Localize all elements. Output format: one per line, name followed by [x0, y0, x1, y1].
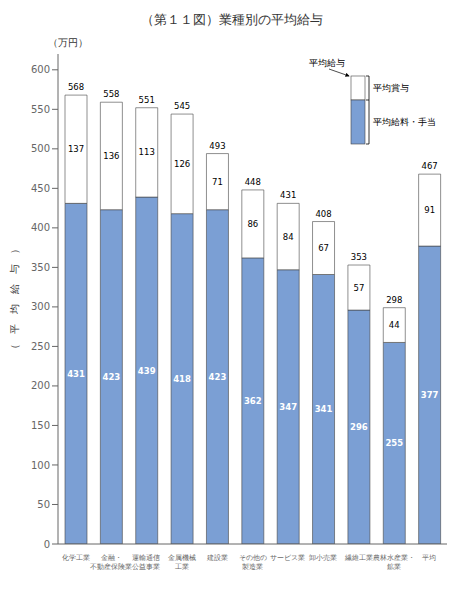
svg-text:71: 71: [212, 177, 223, 187]
svg-text:377: 377: [421, 390, 439, 400]
svg-text:100: 100: [31, 460, 50, 471]
svg-text:493: 493: [209, 141, 225, 151]
svg-text:250: 250: [31, 341, 50, 352]
svg-text:400: 400: [31, 222, 50, 233]
svg-text:353: 353: [351, 252, 367, 262]
svg-text:362: 362: [244, 396, 262, 406]
svg-text:500: 500: [31, 143, 50, 154]
svg-text:91: 91: [424, 205, 435, 215]
svg-text:255: 255: [385, 438, 403, 448]
svg-text:467: 467: [422, 161, 438, 171]
svg-text:551: 551: [139, 95, 155, 105]
svg-text:431: 431: [67, 369, 85, 379]
svg-text:423: 423: [102, 372, 120, 382]
svg-text:農林水産業・鉱業: 農林水産業・鉱業: [373, 554, 415, 571]
svg-text:運輸通信公益事業: 運輸通信公益事業: [132, 554, 160, 571]
svg-text:44: 44: [389, 320, 400, 330]
svg-text:50: 50: [37, 499, 50, 510]
svg-text:サービス業: サービス業: [270, 554, 305, 562]
html-text:（第１１図）業種別の平均給与: （第１１図）業種別の平均給与: [140, 12, 323, 27]
svg-text:200: 200: [31, 380, 50, 391]
svg-text:408: 408: [315, 209, 331, 219]
svg-text:448: 448: [245, 177, 261, 187]
svg-text:418: 418: [173, 374, 191, 384]
svg-text:439: 439: [138, 366, 156, 376]
svg-text:347: 347: [279, 402, 297, 412]
svg-text:化学工業: 化学工業: [62, 554, 90, 562]
svg-text:137: 137: [68, 144, 84, 154]
svg-text:136: 136: [103, 151, 119, 161]
svg-text:113: 113: [139, 147, 155, 157]
svg-text:84: 84: [283, 232, 294, 242]
svg-text:126: 126: [174, 159, 190, 169]
svg-text:150: 150: [31, 420, 50, 431]
svg-text:350: 350: [31, 262, 50, 273]
svg-text:平均給料・手当: 平均給料・手当: [373, 117, 436, 127]
svg-text:金属機械工業: 金属機械工業: [168, 554, 196, 571]
svg-text:298: 298: [386, 295, 402, 305]
svg-text:600: 600: [31, 64, 50, 75]
svg-text:平均: 平均: [422, 554, 436, 562]
svg-text:341: 341: [315, 404, 333, 414]
svg-text:卸小売業: 卸小売業: [309, 554, 337, 562]
svg-text:86: 86: [247, 219, 258, 229]
svg-text:その他の製造業: その他の製造業: [239, 554, 267, 571]
html-text:（万円）: （万円）: [48, 37, 88, 48]
svg-text:450: 450: [31, 183, 50, 194]
svg-text:545: 545: [174, 101, 190, 111]
svg-text:57: 57: [353, 283, 364, 293]
svg-text:金融・不動産保険業: 金融・不動産保険業: [90, 554, 132, 571]
svg-text:67: 67: [318, 243, 329, 253]
svg-text:550: 550: [31, 104, 50, 115]
svg-text:0: 0: [44, 539, 50, 550]
svg-text:568: 568: [68, 82, 84, 92]
svg-text:300: 300: [31, 301, 50, 312]
svg-text:（ 平 均 給 与 ）: （ 平 均 給 与 ）: [9, 244, 20, 354]
svg-text:423: 423: [209, 372, 227, 382]
svg-text:296: 296: [350, 422, 368, 432]
svg-text:建設業: 建設業: [206, 554, 228, 562]
svg-text:431: 431: [280, 190, 296, 200]
svg-text:558: 558: [103, 89, 119, 99]
svg-text:平均給与: 平均給与: [309, 58, 345, 68]
svg-text:平均賞与: 平均賞与: [373, 83, 409, 93]
svg-text:繊維工業: 繊維工業: [344, 554, 373, 562]
